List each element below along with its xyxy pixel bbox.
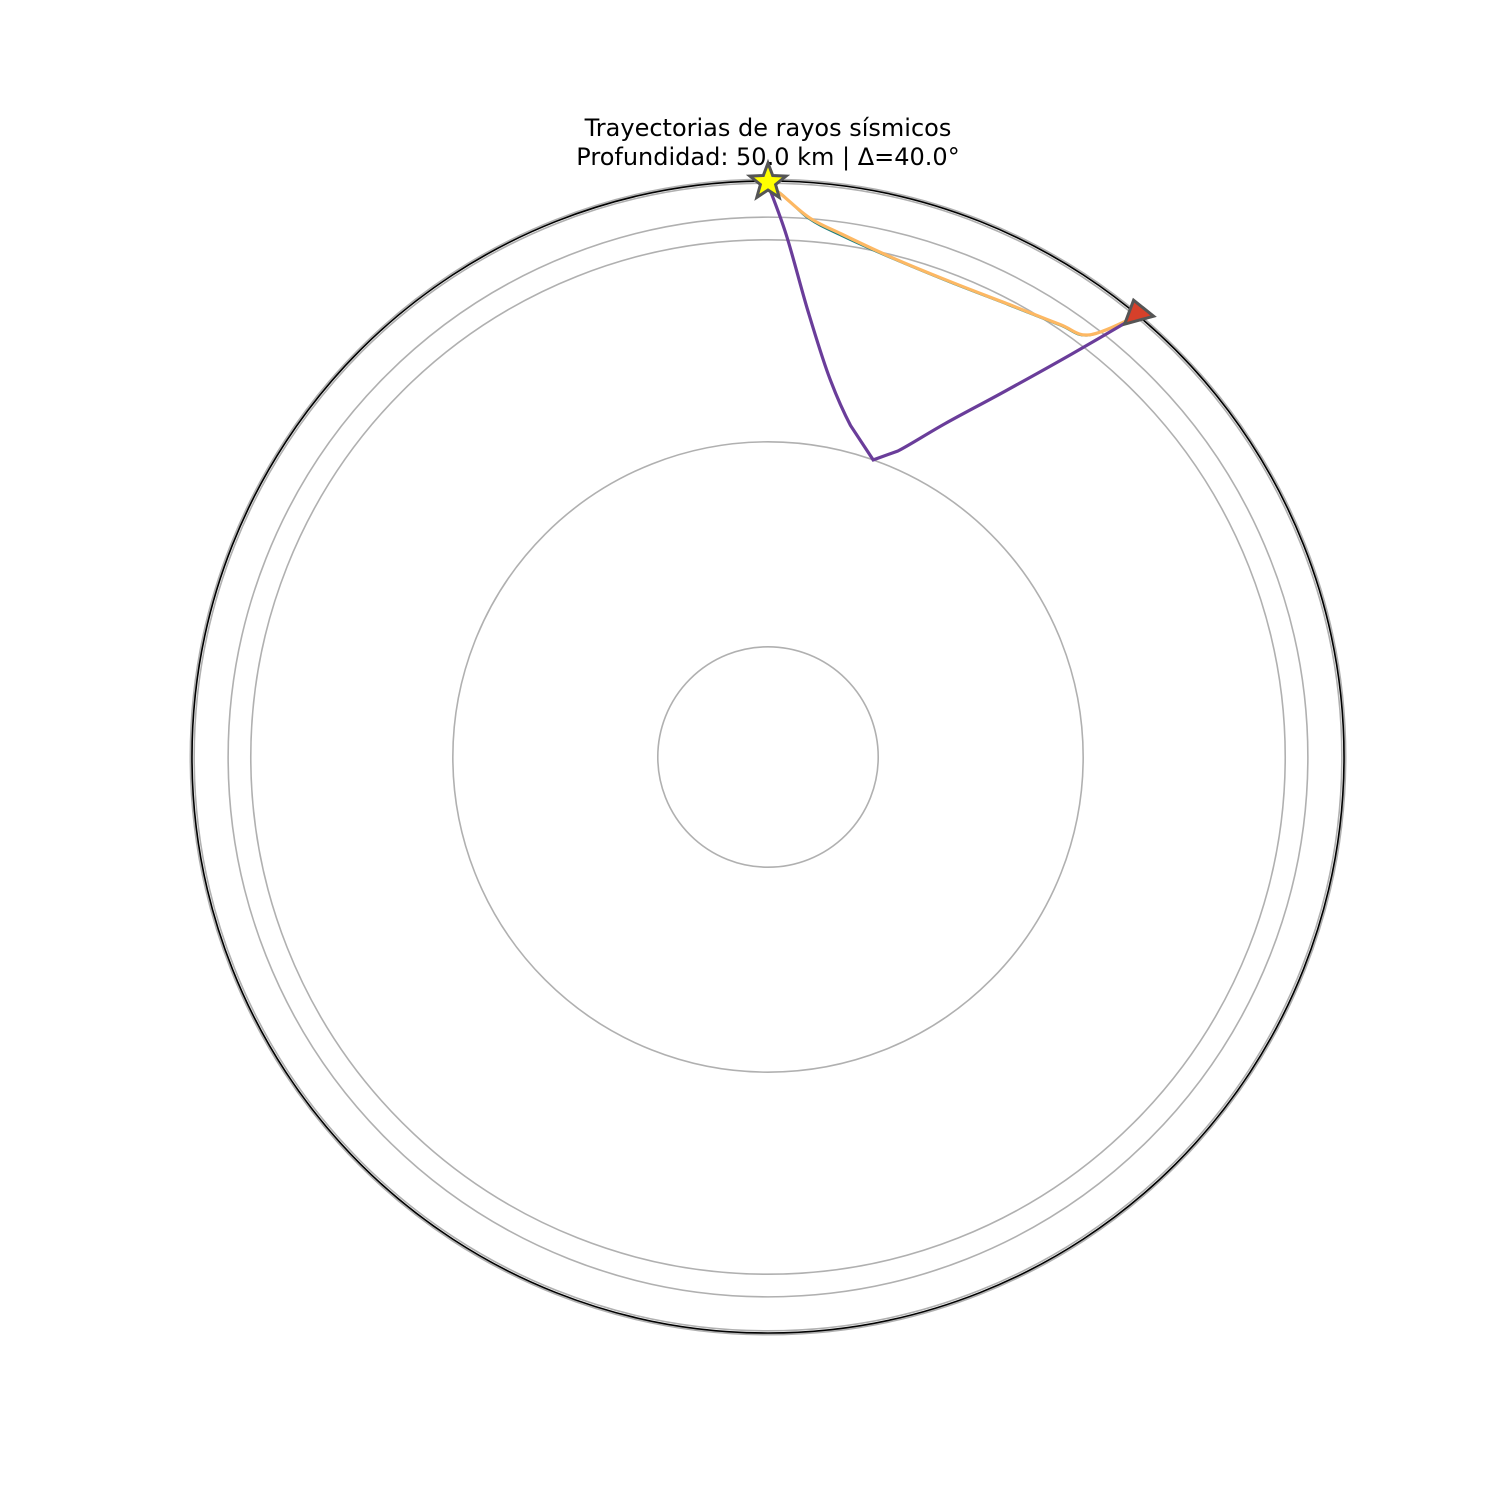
surface-outline (191, 180, 1345, 1334)
ray-path-2 (766, 182, 1141, 462)
markers (745, 158, 1157, 327)
chart-title-line1: Trayectorias de rayos sísmicos (584, 114, 952, 142)
star-icon (745, 158, 791, 201)
layer-boundary-4 (452, 441, 1084, 1073)
layer-boundary-2 (227, 216, 1309, 1298)
ray-paths (766, 182, 1141, 462)
layer-boundary-1 (193, 182, 1343, 1332)
ray-path-1 (766, 182, 1141, 337)
layer-boundary-3 (249, 238, 1287, 1276)
earth-layers (189, 178, 1347, 1336)
chart-title: Trayectorias de rayos sísmicos Profundid… (0, 114, 1500, 172)
layer-boundary-0 (189, 178, 1347, 1336)
layer-boundary-5 (656, 645, 880, 869)
triangle-icon (1122, 297, 1157, 327)
ray-path-0 (767, 183, 1140, 337)
